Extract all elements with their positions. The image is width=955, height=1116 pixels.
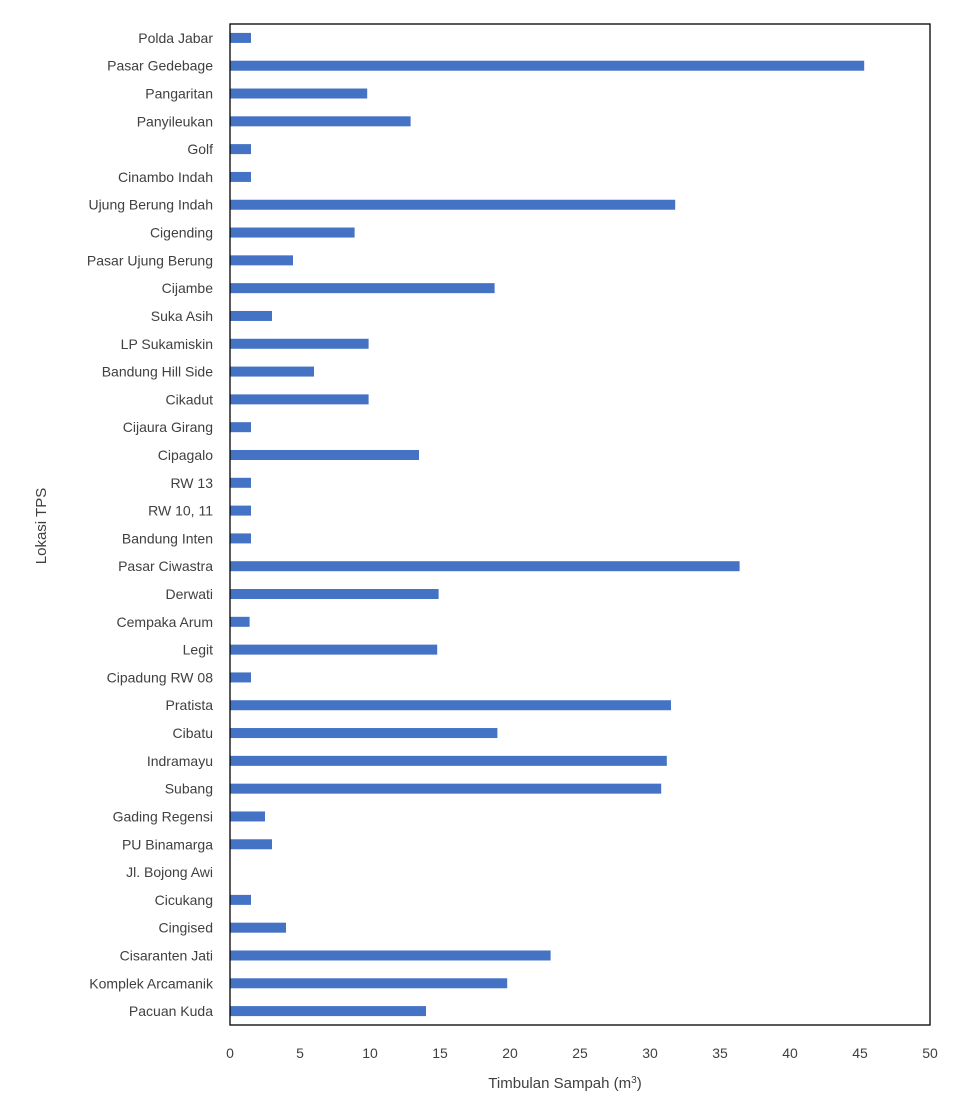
bar bbox=[230, 116, 411, 127]
category-label: RW 10, 11 bbox=[148, 503, 213, 519]
bar bbox=[230, 533, 251, 544]
category-label: Pangaritan bbox=[145, 86, 213, 102]
category-label: Pasar Ujung Berung bbox=[87, 252, 213, 268]
plot-area-frame bbox=[229, 23, 931, 1026]
category-label: Subang bbox=[165, 781, 213, 797]
category-label: Pasar Ciwastra bbox=[118, 558, 213, 574]
bar bbox=[230, 422, 251, 433]
x-tick-label: 10 bbox=[362, 1045, 378, 1061]
bar bbox=[230, 477, 251, 488]
category-label: Polda Jabar bbox=[138, 30, 213, 46]
bar bbox=[230, 561, 740, 572]
x-tick-label: 25 bbox=[572, 1045, 588, 1061]
category-label: Indramayu bbox=[147, 753, 213, 769]
y-axis-title: Lokasi TPS bbox=[33, 488, 50, 564]
category-label: Derwati bbox=[166, 586, 213, 602]
category-label: Suka Asih bbox=[151, 308, 213, 324]
category-label: Bandung Inten bbox=[122, 530, 213, 546]
bar bbox=[230, 60, 865, 71]
category-label: Cigending bbox=[150, 225, 213, 241]
bar bbox=[230, 950, 551, 961]
category-label: Pratista bbox=[166, 697, 214, 713]
category-label: Panyileukan bbox=[137, 113, 213, 129]
category-label: Cicukang bbox=[155, 892, 213, 908]
x-tick-label: 45 bbox=[852, 1045, 868, 1061]
category-label: Golf bbox=[187, 141, 213, 157]
bar bbox=[230, 700, 671, 711]
x-tick-label: 30 bbox=[642, 1045, 658, 1061]
category-label: Jl. Bojong Awi bbox=[126, 864, 213, 880]
bar bbox=[230, 811, 265, 822]
category-label: Cinambo Indah bbox=[118, 169, 213, 185]
x-tick-label: 35 bbox=[712, 1045, 728, 1061]
category-label: Pacuan Kuda bbox=[129, 1003, 213, 1019]
bar bbox=[230, 894, 251, 905]
bar bbox=[230, 839, 272, 850]
x-tick-label: 15 bbox=[432, 1045, 448, 1061]
bar bbox=[230, 589, 439, 600]
x-tick-label: 40 bbox=[782, 1045, 798, 1061]
bar bbox=[230, 1006, 426, 1017]
bar bbox=[230, 644, 438, 655]
category-label: Ujung Berung Indah bbox=[88, 197, 213, 213]
bar bbox=[230, 310, 272, 321]
category-label: PU Binamarga bbox=[122, 836, 213, 852]
category-label: Bandung Hill Side bbox=[102, 364, 214, 380]
x-tick-label: 0 bbox=[226, 1045, 234, 1061]
category-label: LP Sukamiskin bbox=[121, 336, 213, 352]
bar bbox=[230, 728, 498, 739]
bar bbox=[230, 449, 419, 460]
bar bbox=[230, 505, 251, 516]
bar bbox=[230, 922, 286, 933]
bar bbox=[230, 171, 251, 182]
bar bbox=[230, 978, 508, 989]
x-tick-labels: 0 5 10 15 20 25 30 35 40 45 50 bbox=[226, 1045, 938, 1061]
category-label: Cingised bbox=[159, 920, 213, 936]
bar bbox=[230, 616, 250, 627]
bar bbox=[230, 199, 676, 210]
x-tick-label: 20 bbox=[502, 1045, 518, 1061]
category-labels: Polda Jabar Pasar Gedebage Pangaritan Panyi… bbox=[87, 30, 214, 1019]
x-tick-label: 5 bbox=[296, 1045, 304, 1061]
bar bbox=[230, 338, 369, 349]
category-label: Pasar Gedebage bbox=[107, 58, 213, 74]
x-axis-title: Timbulan Sampah (m3) bbox=[488, 1075, 641, 1093]
category-label: Cikadut bbox=[166, 391, 214, 407]
bar bbox=[230, 255, 293, 266]
bar bbox=[230, 366, 314, 377]
category-label: Legit bbox=[183, 642, 213, 658]
bar bbox=[230, 227, 355, 238]
bar bbox=[230, 283, 495, 294]
category-label: Gading Regensi bbox=[113, 808, 213, 824]
category-label: Cipadung RW 08 bbox=[107, 669, 214, 685]
category-label: Cibatu bbox=[173, 725, 213, 741]
category-label: Cempaka Arum bbox=[117, 614, 213, 630]
bar bbox=[230, 394, 369, 405]
bar bbox=[230, 672, 251, 683]
category-label: Cijaura Girang bbox=[123, 419, 213, 435]
bars-group bbox=[230, 32, 865, 1017]
bar bbox=[230, 783, 662, 794]
bar bbox=[230, 755, 667, 766]
bar bbox=[230, 144, 251, 155]
bar bbox=[230, 32, 251, 43]
category-label: Cisaranten Jati bbox=[120, 947, 213, 963]
category-label: Cijambe bbox=[162, 280, 214, 296]
category-label: Cipagalo bbox=[158, 447, 213, 463]
bar bbox=[230, 88, 368, 99]
category-label: RW 13 bbox=[170, 475, 213, 491]
category-label: Komplek Arcamanik bbox=[89, 975, 214, 991]
x-tick-label: 50 bbox=[922, 1045, 938, 1061]
